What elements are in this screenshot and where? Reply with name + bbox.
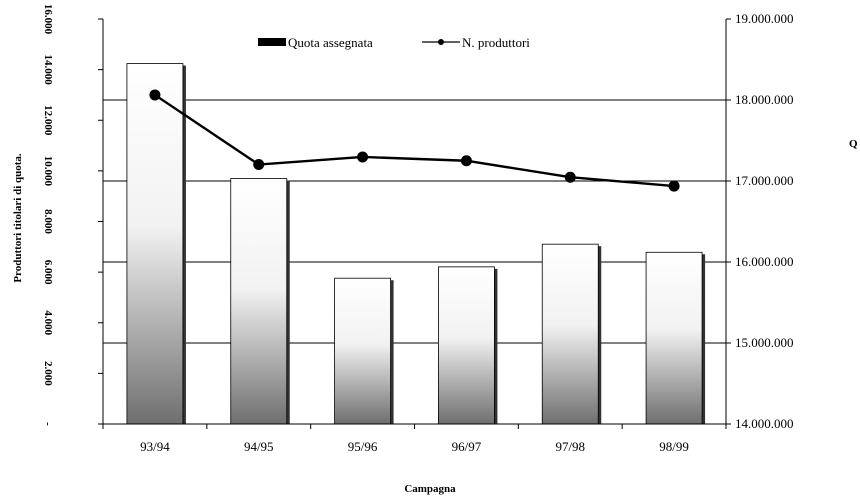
bar (230, 178, 288, 425)
left-tick-label: 8.000 (42, 209, 54, 234)
bar (126, 63, 184, 425)
left-tick-label: - (42, 422, 54, 426)
right-tick-label: 19.000.000 (735, 11, 794, 26)
bar (645, 251, 703, 425)
legend-bar-swatch (258, 38, 286, 46)
legend-label-quota: Quota assegnata (288, 35, 373, 50)
right-tick-label: 14.000.000 (735, 416, 794, 431)
axes (98, 18, 731, 429)
left-tick-label: 14.000 (42, 55, 54, 86)
produttori-point (357, 151, 369, 163)
x-tick-label: 97/98 (555, 439, 585, 454)
produttori-point (564, 171, 576, 183)
left-tick-label: 4.000 (42, 310, 54, 335)
x-tick-label: 95/96 (348, 439, 378, 454)
x-axis-title: Campagna (404, 483, 456, 495)
x-tick-label: 94/95 (244, 439, 274, 454)
bar (541, 243, 599, 425)
legend: Quota assegnata N. produttori (258, 35, 530, 50)
right-axis-title: Q (849, 138, 858, 150)
right-tick-label: 15.000.000 (735, 335, 794, 350)
produttori-point (668, 180, 680, 192)
legend-label-produttori: N. produttori (462, 35, 530, 50)
left-tick-label: 2.000 (42, 361, 54, 386)
produttori-point (149, 89, 161, 101)
bar (438, 266, 495, 425)
x-tick-label: 98/99 (659, 439, 689, 454)
line-series (149, 89, 680, 192)
bars (126, 63, 706, 425)
left-tick-label: 10.000 (42, 156, 54, 187)
tick-labels: - 2.000 4.000 6.000 8.000 10.000 12.000 14.000 1… (42, 4, 794, 454)
produttori-line (154, 93, 675, 188)
gridlines (103, 99, 726, 344)
left-axis-title: Produttori titolari di quota. (12, 153, 24, 283)
right-tick-label: 16.000.000 (735, 254, 794, 269)
legend-marker (438, 39, 444, 45)
right-tick-label: 18.000.000 (735, 92, 794, 107)
bar (334, 277, 391, 425)
left-tick-label: 6.000 (42, 260, 54, 285)
right-tick-label: 17.000.000 (735, 173, 794, 188)
produttori-point (253, 159, 265, 171)
x-tick-label: 96/97 (452, 439, 482, 454)
produttori-point (460, 155, 472, 167)
x-tick-label: 93/94 (140, 439, 170, 454)
left-tick-label: 16.000 (42, 4, 54, 35)
left-tick-label: 12.000 (42, 105, 54, 136)
